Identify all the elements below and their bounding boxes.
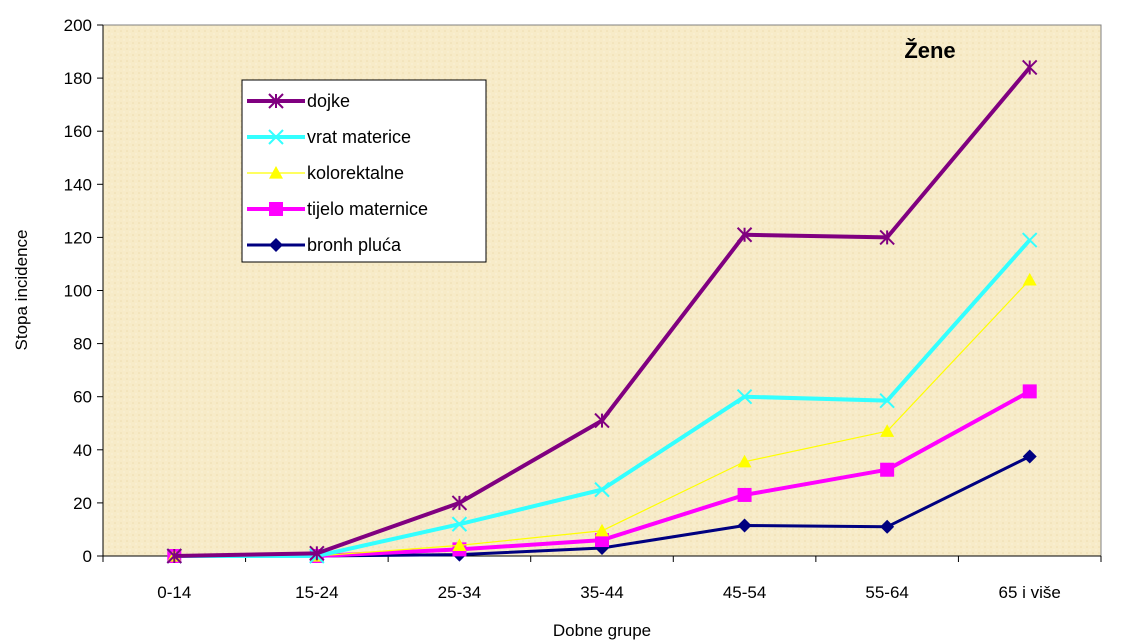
y-tick-label: 200 [64, 16, 92, 35]
legend-item: bronh pluća [247, 235, 402, 255]
y-tick-label: 180 [64, 69, 92, 88]
x-tick-label: 25-34 [438, 583, 481, 602]
y-axis-title: Stopa incidence [12, 230, 31, 351]
chart-title: Žene [904, 38, 955, 63]
x-marker [268, 129, 284, 145]
y-tick-label: 40 [73, 441, 92, 460]
diamond-marker [737, 518, 752, 533]
legend-label: dojke [307, 91, 350, 111]
square-marker [595, 533, 609, 548]
x-tick-label: 35-44 [580, 583, 623, 602]
square-marker [269, 202, 283, 216]
asterisk-marker [879, 229, 895, 246]
x-axis: 0-14 15-24 25-34 35-44 45-54 55-64 65 i više [102, 555, 1102, 602]
x-marker [1022, 232, 1038, 248]
triangle-marker [1022, 272, 1037, 286]
y-tick-label: 0 [83, 547, 92, 566]
x-marker [451, 516, 468, 532]
triangle-marker [595, 523, 609, 537]
x-tick-label: 55-64 [865, 583, 908, 602]
x-tick-label: 65 i više [999, 583, 1061, 602]
x-axis-title: Dobne grupe [553, 621, 651, 640]
asterisk-marker [594, 412, 610, 429]
y-tick-label: 80 [73, 335, 92, 354]
asterisk-marker [1022, 59, 1038, 76]
legend-label: bronh pluća [307, 235, 402, 255]
legend-label: tijelo maternice [307, 199, 428, 219]
legend-item: tijelo maternice [247, 199, 428, 219]
x-tick-label: 0-14 [157, 583, 191, 602]
triangle-marker [452, 538, 467, 551]
asterisk-marker [166, 548, 182, 564]
legend-item: vrat materice [247, 127, 411, 147]
asterisk-marker [736, 227, 753, 243]
legend-item: kolorektalne [247, 163, 404, 183]
x-marker [594, 481, 610, 498]
triangle-marker [880, 424, 895, 437]
y-tick-label: 120 [64, 228, 92, 247]
y-tick-label: 60 [73, 388, 92, 407]
x-tick-label: 15-24 [295, 583, 338, 602]
diamond-marker [269, 238, 283, 252]
diamond-marker [1022, 449, 1037, 464]
triangle-marker [737, 454, 752, 468]
legend-label: vrat materice [307, 127, 411, 147]
asterisk-marker [268, 93, 284, 109]
series-dojke [166, 59, 1038, 564]
asterisk-marker [309, 545, 325, 562]
y-tick-label: 20 [73, 494, 92, 513]
x-marker [736, 388, 753, 405]
legend-item: dojke [247, 91, 350, 111]
square-marker [1022, 384, 1037, 399]
series-layer [166, 59, 1038, 564]
diamond-marker [880, 519, 895, 534]
square-marker [880, 462, 895, 477]
square-marker [737, 487, 752, 502]
asterisk-marker [451, 495, 468, 511]
triangle-marker [269, 166, 283, 179]
x-marker [879, 392, 895, 409]
legend-box [241, 79, 487, 263]
y-axis: 0 20 40 60 80 100 120 140 160 180 200 [64, 16, 104, 566]
x-tick-label: 45-54 [723, 583, 766, 602]
legend: dojke vrat materice kolorektalne tijelo mat… [241, 79, 487, 263]
legend-label: kolorektalne [307, 163, 404, 183]
y-tick-label: 140 [64, 175, 92, 194]
y-tick-label: 160 [64, 122, 92, 141]
y-tick-label: 100 [64, 282, 92, 301]
